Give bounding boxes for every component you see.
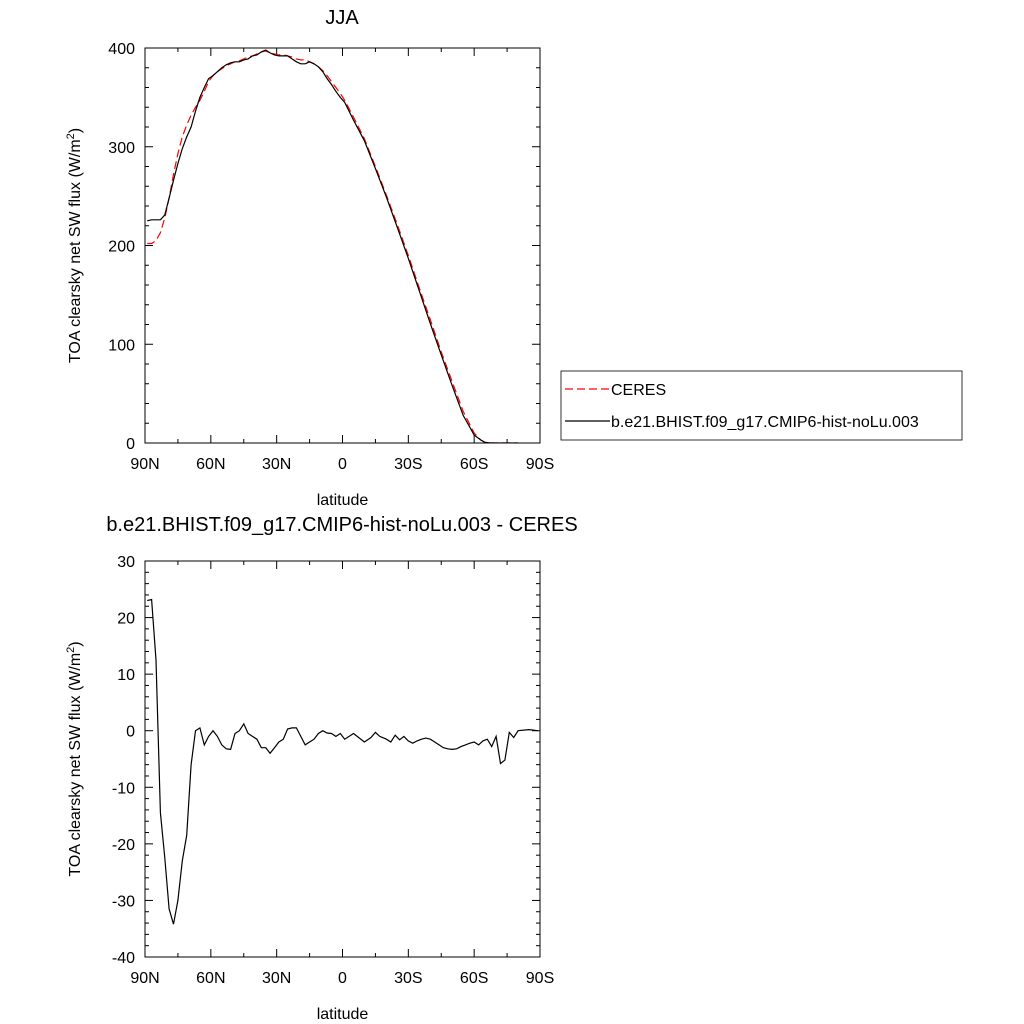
y-tick-label: 200	[108, 239, 135, 256]
series-line-ceres	[147, 50, 519, 443]
chart-panel-1: JJA 90N 60N 30N 0 30S 60S 90S 0 100 200 300 400 latit…	[65, 7, 963, 509]
x-tick-label: 60N	[196, 970, 225, 987]
series-line-b-e21-bhist-f09-g17-cmip6-hist-nolu-003	[147, 49, 519, 443]
x-tick-label: 60S	[460, 456, 488, 473]
x-tick-label: 0	[338, 456, 347, 473]
y-tick-label: 20	[117, 611, 135, 628]
y-tick-label: -10	[112, 780, 135, 797]
x-tick-label: 90S	[526, 970, 554, 987]
legend-box	[560, 370, 963, 441]
legend-label: CERES	[611, 382, 666, 399]
y-tick-label: 10	[117, 667, 135, 684]
y-tick-label: 0	[126, 724, 135, 741]
y-tick-label: 30	[117, 554, 135, 571]
legend-label: b.e21.BHIST.f09_g17.CMIP6-hist-noLu.003	[611, 414, 919, 431]
chart-title: JJA	[325, 7, 359, 29]
y-axis-label: TOA clearsky net SW flux (W/m2)	[65, 128, 84, 363]
y-axis-label-main: TOA clearsky net SW flux (W/m	[67, 653, 84, 877]
x-tick-label: 30N	[262, 970, 291, 987]
x-tick-label: 60S	[460, 970, 488, 987]
x-tick-label: 90N	[130, 970, 159, 987]
x-tick-label: 90N	[130, 456, 159, 473]
y-tick-label: -40	[112, 950, 135, 967]
y-tick-label: 100	[108, 337, 135, 354]
x-axis-label: latitude	[317, 1006, 369, 1023]
x-tick-label: 30S	[394, 456, 422, 473]
y-axis-label-superscript: 2	[65, 133, 77, 139]
y-axis-label-superscript: 2	[65, 647, 77, 653]
y-tick-label: 0	[126, 436, 135, 453]
x-axis-label: latitude	[317, 492, 369, 509]
y-tick-label: 300	[108, 140, 135, 157]
legend: CERES b.e21.BHIST.f09_g17.CMIP6-hist-noLu…	[560, 370, 963, 441]
y-tick-label: -30	[112, 893, 135, 910]
x-tick-label: 30S	[394, 970, 422, 987]
chart-panel-2: b.e21.BHIST.f09_g17.CMIP6-hist-noLu.003 …	[65, 514, 578, 1023]
y-tick-label: -20	[112, 837, 135, 854]
series-line-difference-0	[147, 598, 538, 925]
x-tick-label: 60N	[196, 456, 225, 473]
x-tick-label: 30N	[262, 456, 291, 473]
plot-frame	[144, 47, 541, 444]
y-axis-label-tail: )	[67, 128, 84, 133]
y-tick-label: 400	[108, 41, 135, 58]
y-axis-label-tail: )	[67, 641, 84, 646]
y-axis-label: TOA clearsky net SW flux (W/m2)	[65, 641, 84, 876]
y-axis-label-main: TOA clearsky net SW flux (W/m	[67, 139, 84, 363]
x-tick-label: 90S	[526, 456, 554, 473]
chart-title: b.e21.BHIST.f09_g17.CMIP6-hist-noLu.003 …	[106, 514, 577, 536]
plot-frame	[144, 560, 541, 958]
x-tick-label: 0	[338, 970, 347, 987]
